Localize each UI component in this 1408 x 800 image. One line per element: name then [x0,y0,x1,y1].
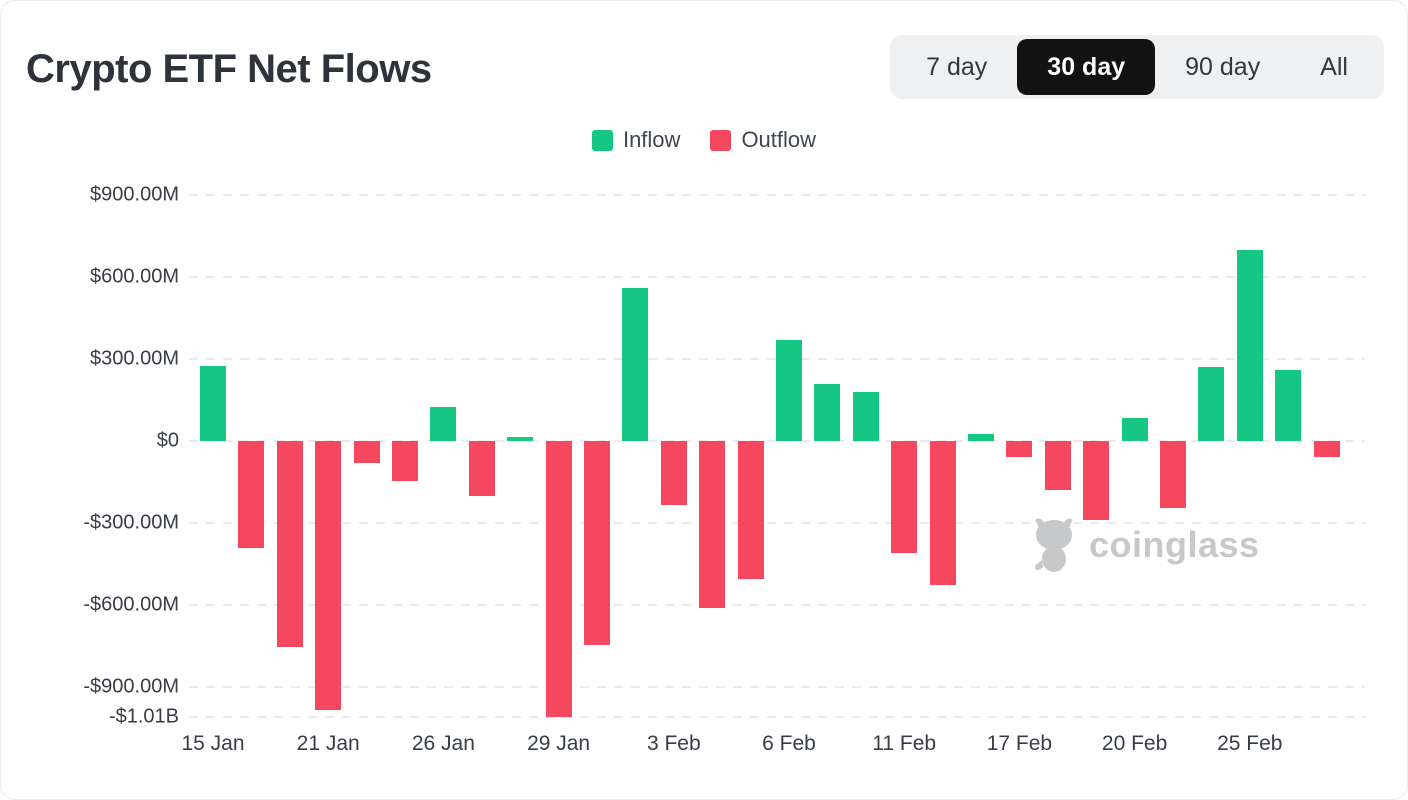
bar-inflow[interactable] [852,391,879,441]
bar-outflow[interactable] [392,441,418,481]
bar-inflow[interactable] [430,406,457,441]
gridline [189,686,1365,688]
bar-inflow[interactable] [968,434,994,441]
x-axis-label: 21 Jan [296,732,360,755]
bar-inflow[interactable] [814,383,841,441]
x-axis-label: 11 Feb [872,732,937,755]
bar-outflow[interactable] [1044,441,1071,491]
bar-outflow[interactable] [353,441,380,463]
bar-inflow[interactable] [1121,417,1148,441]
bar-inflow[interactable] [507,436,534,441]
y-axis-label: -$1.01B [108,705,179,728]
range-button-7-day[interactable]: 7 day [896,39,1017,95]
chart-legend: Inflow Outflow [1,127,1407,153]
bar-inflow[interactable] [776,339,802,441]
bar-outflow[interactable] [468,441,495,496]
time-range-selector: 7 day 30 day 90 day All [890,35,1384,99]
x-axis-label: 26 Jan [411,732,475,755]
bar-inflow[interactable] [622,287,649,441]
legend-label: Outflow [741,127,817,152]
legend-label: Inflow [622,127,681,152]
y-axis-label: $0 [156,429,179,452]
legend-item-inflow[interactable]: Inflow [591,127,681,153]
inflow-swatch-icon [591,129,613,151]
bar-outflow[interactable] [545,441,572,718]
bar-outflow[interactable] [1313,441,1340,458]
bar-outflow[interactable] [276,441,303,648]
gridline [189,716,1365,719]
page-title: Crypto ETF Net Flows [26,47,432,91]
x-axis-label: 6 Feb [762,732,816,755]
bar-outflow[interactable] [891,441,918,554]
legend-item-outflow[interactable]: Outflow [710,127,816,153]
bar-outflow[interactable] [1083,441,1110,521]
y-axis-label: $600.00M [90,265,179,288]
bar-outflow[interactable] [238,441,265,548]
range-button-30-day[interactable]: 30 day [1017,39,1156,95]
bar-inflow[interactable] [200,365,226,441]
x-axis-label: 20 Feb [1101,732,1168,755]
gridline [189,194,1365,196]
bar-outflow[interactable] [1006,441,1033,458]
outflow-swatch-icon [710,129,732,151]
y-axis-label: $300.00M [90,347,179,370]
y-axis-label: -$900.00M [83,675,179,698]
bar-outflow[interactable] [660,441,687,506]
range-button-90-day[interactable]: 90 day [1155,39,1290,95]
y-axis-label: $900.00M [90,183,179,206]
x-axis-label: 17 Feb [986,732,1053,755]
bar-outflow[interactable] [1160,441,1186,508]
bar-outflow[interactable] [315,441,342,711]
x-axis-label: 25 Feb [1217,732,1283,755]
gridline [189,522,1365,524]
gridline [189,276,1365,278]
bar-inflow[interactable] [1198,367,1225,441]
gridline [189,604,1365,606]
y-axis-label: -$600.00M [83,593,179,616]
bar-outflow[interactable] [584,441,610,645]
x-axis-label: 15 Jan [181,732,245,755]
bar-outflow[interactable] [929,441,956,585]
x-axis-label: 29 Jan [527,732,591,755]
bar-inflow[interactable] [1275,369,1302,441]
x-axis-label: 3 Feb [646,732,701,755]
bar-inflow[interactable] [1236,249,1263,441]
range-button-all[interactable]: All [1290,39,1378,95]
gridline [189,440,1365,442]
y-axis-label: -$300.00M [83,511,179,534]
bar-outflow[interactable] [699,441,726,608]
bar-outflow[interactable] [737,441,764,580]
